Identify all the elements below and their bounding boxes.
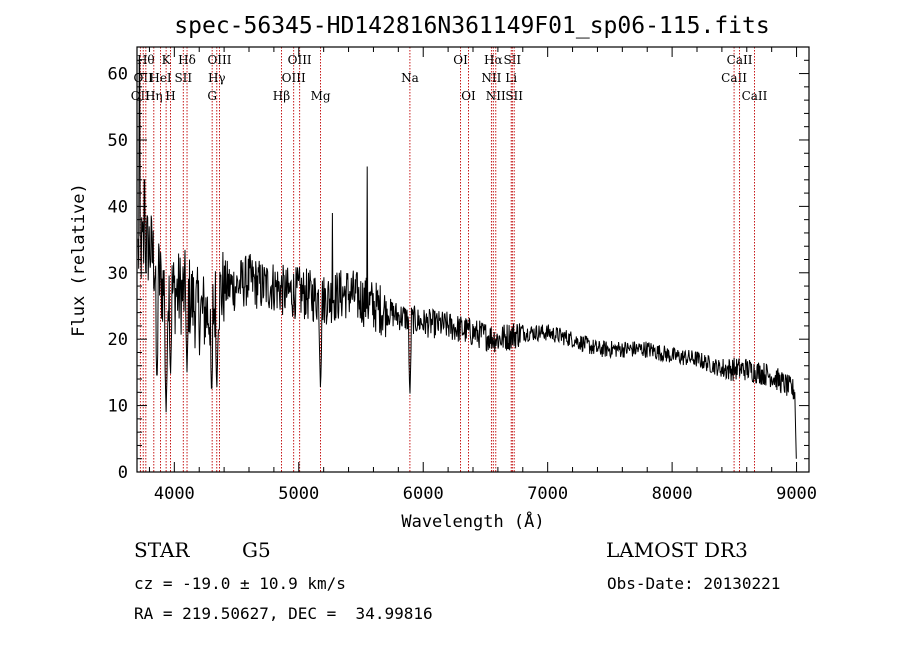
spectrum-layer [137, 59, 797, 459]
y-tick-label: 10 [108, 397, 128, 417]
y-tick-label: 0 [118, 463, 128, 483]
spectral-line-label: OII [134, 71, 154, 85]
spectral-line-label: K [162, 53, 172, 67]
y-tick-label: 40 [108, 197, 128, 217]
x-tick-label: 8000 [652, 484, 693, 504]
spectral-line-label: SII [174, 71, 192, 85]
spectral-line-label: H [165, 89, 175, 103]
chart-title: spec-56345-HD142816N361149F01_sp06-115.f… [174, 13, 769, 39]
survey-name: LAMOST DR3 [606, 538, 748, 562]
spectral-line-label: OIII [288, 53, 312, 67]
obs-date: Obs-Date: 20130221 [607, 574, 781, 593]
spectral-line-label: NII [486, 89, 506, 103]
spectral-line-label: CaII [727, 53, 753, 67]
spectral-line-label: OII [131, 89, 151, 103]
spectral-line-label: CaII [721, 71, 747, 85]
x-axis-label: Wavelength (Å) [401, 510, 544, 532]
y-axis-label: Flux (relative) [69, 183, 89, 337]
x-tick-label: 5000 [278, 484, 319, 504]
coordinates: RA = 219.50627, DEC = 34.99816 [134, 604, 433, 623]
y-tick-label: 60 [108, 65, 128, 85]
x-tick-label: 9000 [776, 484, 817, 504]
spectrum-series [137, 59, 797, 459]
spectral-line-label: Hγ [208, 71, 226, 85]
spectral-line-label: OI [453, 53, 468, 67]
spectral-line-label: HeI [149, 71, 172, 85]
x-tick-label: 4000 [154, 484, 195, 504]
spectral-line-label: SII [503, 53, 521, 67]
spectral-lines-layer: OII OII Hθ Hη HeI K H SII Hδ G Hγ OIII Hβ OIII OIII Mg N… [131, 47, 768, 472]
y-tick-label: 30 [108, 264, 128, 284]
spectral-line-label: Hδ [178, 53, 196, 67]
spectral-line-label: Hβ [273, 89, 290, 103]
spectral-line-label: Na [401, 71, 419, 85]
spectral-line-label: Hη [145, 89, 163, 103]
spectrum-chart: spec-56345-HD142816N361149F01_sp06-115.f… [69, 13, 817, 532]
spectral-line-label: NII [481, 71, 501, 85]
object-subclass: G5 [242, 538, 271, 562]
spectral-line-label: OIII [207, 53, 231, 67]
spectral-line-label: SII [505, 89, 523, 103]
redshift-text: cz = -19.0 ± 10.9 km/s [134, 574, 346, 593]
x-tick-label: 7000 [527, 484, 568, 504]
spectral-line-label: G [207, 89, 217, 103]
axes-layer: 4000 5000 6000 7000 8000 9000 0 10 20 30 40 50 60 [108, 47, 817, 504]
x-tick-label: 6000 [403, 484, 444, 504]
spectral-line-label: Mg [311, 89, 331, 103]
spectral-line-label: Hθ [137, 53, 155, 67]
spectral-line-label: OI [461, 89, 476, 103]
spectral-line-label: Hα [484, 53, 503, 67]
y-tick-label: 50 [108, 131, 128, 151]
plot-frame [136, 46, 810, 473]
spectral-line-label: CaII [742, 89, 768, 103]
y-tick-label: 20 [108, 330, 128, 350]
spectral-line-label: Li [505, 71, 517, 85]
spectral-line-label: OIII [282, 71, 306, 85]
object-class: STAR [134, 538, 190, 562]
